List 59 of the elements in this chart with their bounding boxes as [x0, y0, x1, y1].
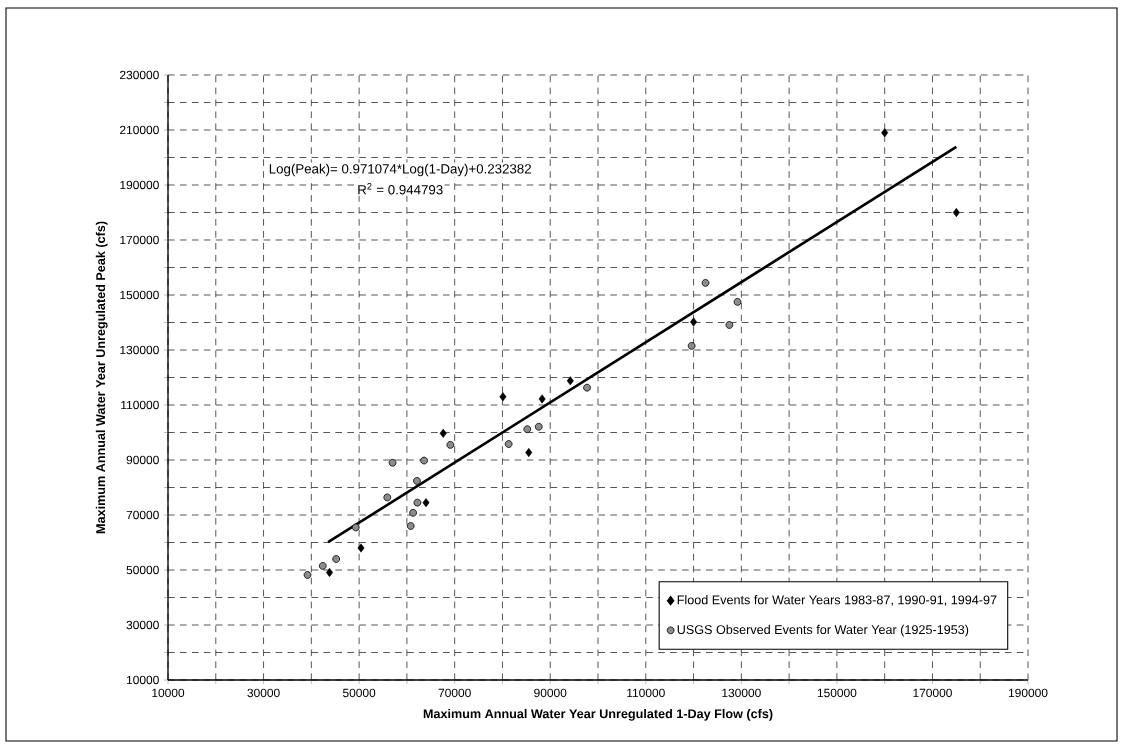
x-tick-label: 170000: [913, 688, 952, 698]
point: [725, 321, 734, 329]
point: [566, 376, 574, 386]
x-tick-label: 30000: [247, 688, 280, 698]
point: [687, 342, 696, 350]
point: [303, 571, 312, 579]
x-tick-label: 110000: [627, 688, 665, 698]
point: [332, 555, 341, 563]
y-tick-label: 150000: [120, 290, 159, 300]
point: [420, 456, 428, 465]
x-tick-label: 150000: [817, 688, 857, 698]
point: [357, 543, 365, 553]
y-tick-label: 50000: [126, 565, 159, 575]
x-axis-title: Maximum Annual Water Year Unregulated 1-Day Flow (cfs): [423, 708, 773, 721]
point: [499, 392, 507, 402]
point: [409, 508, 417, 517]
y-tick-label: 90000: [126, 455, 159, 465]
point: [690, 317, 698, 327]
point: [733, 298, 742, 306]
point: [583, 383, 591, 392]
y-tick-label: 130000: [120, 345, 159, 355]
point: [952, 207, 960, 218]
y-tick-label: 190000: [120, 180, 159, 190]
point: [525, 448, 533, 458]
point: [422, 498, 430, 508]
point: [439, 428, 447, 438]
y-tick-label: 30000: [126, 620, 159, 630]
point: [701, 279, 710, 287]
legend-label: Flood Events for Water Years 1983-87, 1990-91, 1994-97: [677, 595, 997, 606]
point: [406, 522, 415, 530]
x-tick-label: 130000: [722, 688, 761, 698]
x-tick-label: 190000: [1008, 688, 1048, 698]
point: [351, 523, 360, 532]
y-tick-label: 230000: [120, 70, 159, 80]
annotation: Log(Peak)= 0.971074*Log(1-Day)+0.232382: [269, 163, 531, 177]
y-tick-label: 210000: [120, 125, 159, 135]
x-tick-label: 70000: [438, 688, 471, 698]
point: [388, 458, 397, 467]
y-tick-label: 10000: [126, 675, 159, 685]
point: [446, 441, 455, 449]
point: [326, 567, 333, 577]
point: [413, 477, 421, 485]
x-tick-label: 50000: [342, 688, 376, 698]
point: [534, 422, 543, 431]
y-axis-title: Maximum Annual Water Year Unregulated Peak (cfs): [95, 221, 108, 534]
annotation: R$^{2}$ = 0.944793: [358, 183, 443, 195]
point: [383, 493, 392, 502]
point: [881, 128, 889, 138]
point: [523, 425, 532, 434]
point: [413, 498, 422, 507]
point: [538, 394, 546, 404]
x-tick-label: 10000: [152, 688, 185, 698]
y-tick-label: 70000: [126, 510, 159, 520]
y-tick-label: 110000: [121, 400, 159, 410]
point: [504, 440, 513, 448]
legend-label: USGS Observed Events for Water Year (1925-1953): [677, 624, 969, 637]
point: [318, 562, 327, 570]
y-tick-label: 170000: [120, 235, 159, 245]
x-tick-label: 90000: [534, 688, 567, 698]
